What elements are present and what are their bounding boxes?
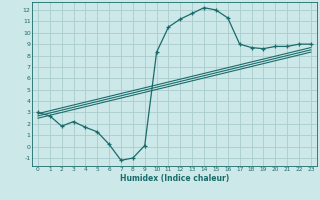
X-axis label: Humidex (Indice chaleur): Humidex (Indice chaleur) bbox=[120, 174, 229, 183]
